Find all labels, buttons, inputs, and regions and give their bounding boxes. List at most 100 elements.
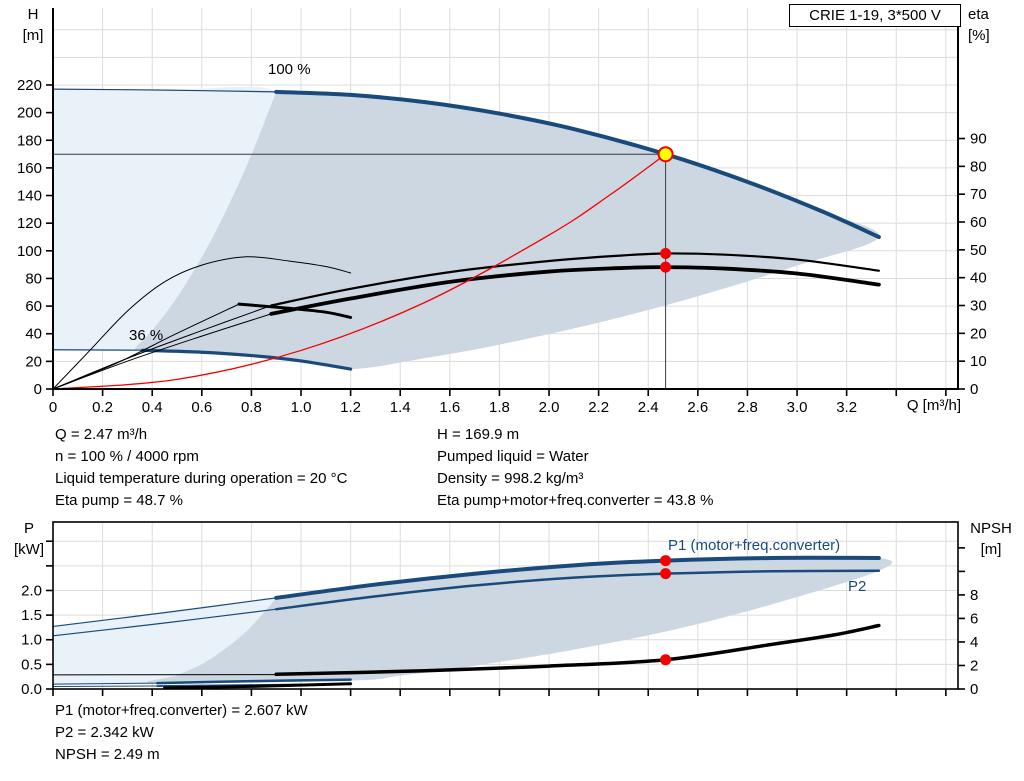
p-axis-title-unit: [kW] xyxy=(14,541,44,558)
duty-point xyxy=(657,146,674,163)
svg-text:70: 70 xyxy=(970,186,987,203)
info-eta-pump: Eta pump = 48.7 % xyxy=(55,492,183,509)
eta-pump-point xyxy=(660,247,672,259)
svg-text:60: 60 xyxy=(25,298,42,315)
svg-text:1.0: 1.0 xyxy=(21,632,42,649)
svg-text:0.4: 0.4 xyxy=(142,399,163,416)
eta-total-curve xyxy=(269,265,881,316)
q-axis-label: Q [m³/h] xyxy=(906,397,961,414)
svg-text:80: 80 xyxy=(25,270,42,287)
info-npsh: NPSH = 2.49 m xyxy=(55,746,160,763)
svg-text:80: 80 xyxy=(970,158,987,175)
svg-text:1.0: 1.0 xyxy=(291,399,312,416)
speed-36-label: 36 % xyxy=(129,327,164,344)
p1-curve xyxy=(274,555,881,600)
svg-text:2.8: 2.8 xyxy=(737,399,758,416)
eta-axis-title: eta [%] xyxy=(968,4,1020,46)
p1-curve-label: P1 (motor+freq.converter) xyxy=(668,537,841,554)
svg-text:180: 180 xyxy=(17,132,42,149)
svg-text:0.8: 0.8 xyxy=(241,399,262,416)
p1-min-ext xyxy=(52,682,158,685)
eta-total-point xyxy=(660,261,672,273)
qh-min xyxy=(140,348,353,371)
p2-point xyxy=(660,568,672,580)
svg-text:20: 20 xyxy=(970,325,987,342)
svg-text:30: 30 xyxy=(970,298,987,315)
info-p2: P2 = 2.342 kW xyxy=(55,724,154,741)
eta-axis-title-symbol: eta xyxy=(968,6,989,23)
svg-text:1.6: 1.6 xyxy=(439,399,460,416)
npsh-axis-title-unit: [m] xyxy=(980,541,1002,558)
info-q: Q = 2.47 m³/h xyxy=(55,426,148,443)
power-info: P1 (motor+freq.converter) = 2.607 kW P2 … xyxy=(55,700,308,766)
svg-text:0.6: 0.6 xyxy=(191,399,212,416)
svg-text:220: 220 xyxy=(17,77,42,94)
svg-text:20: 20 xyxy=(25,353,42,370)
svg-text:3.2: 3.2 xyxy=(836,399,857,416)
svg-text:2.0: 2.0 xyxy=(21,582,42,599)
svg-text:0: 0 xyxy=(49,399,57,416)
eta-axis-title-unit: [%] xyxy=(968,27,990,44)
power-npsh-chart: 0.0 0.5 1.0 1.5 2.0 0 2 4 6 8 xyxy=(21,521,978,698)
eta-min-total-rise xyxy=(52,303,240,390)
svg-text:120: 120 xyxy=(17,215,42,232)
eta-min-arc xyxy=(52,256,352,390)
info-eta-total: Eta pump+motor+freq.converter = 43.8 % xyxy=(437,492,714,509)
qh-100 xyxy=(274,89,881,239)
svg-text:100: 100 xyxy=(17,243,42,260)
svg-text:0: 0 xyxy=(34,381,42,398)
system-curve xyxy=(52,153,667,390)
svg-text:0: 0 xyxy=(970,381,978,398)
svg-text:0.2: 0.2 xyxy=(92,399,113,416)
eta-pump-rise xyxy=(52,305,272,390)
npsh-min xyxy=(163,682,353,690)
svg-text:50: 50 xyxy=(970,242,987,259)
qh-100-ext xyxy=(52,88,277,93)
npsh-axis-title: NPSH [m] xyxy=(962,518,1020,560)
info-pumped-liquid: Pumped liquid = Water xyxy=(437,448,589,465)
svg-text:8: 8 xyxy=(970,587,978,604)
info-h: H = 169.9 m xyxy=(437,426,520,443)
h-axis-title-unit: [m] xyxy=(22,27,44,44)
svg-text:160: 160 xyxy=(17,160,42,177)
svg-text:0: 0 xyxy=(970,681,978,698)
svg-text:2.6: 2.6 xyxy=(687,399,708,416)
info-density: Density = 998.2 kg/m³ xyxy=(437,470,584,487)
p1-ext xyxy=(52,597,277,628)
svg-text:1.2: 1.2 xyxy=(340,399,361,416)
npsh-point xyxy=(660,654,672,666)
p-axis-title: P [kW] xyxy=(8,518,50,560)
p1-min xyxy=(155,678,352,685)
duty-info-left: Q = 2.47 m³/h n = 100 % / 4000 rpm Liqui… xyxy=(55,424,347,512)
svg-text:0.5: 0.5 xyxy=(21,656,42,673)
svg-text:0.0: 0.0 xyxy=(21,681,42,698)
svg-text:2: 2 xyxy=(970,657,978,674)
qh-eta-chart-fill xyxy=(53,86,281,351)
info-p1: P1 (motor+freq.converter) = 2.607 kW xyxy=(55,702,308,719)
svg-text:2.2: 2.2 xyxy=(588,399,609,416)
svg-text:200: 200 xyxy=(17,105,42,122)
duty-info-right: H = 169.9 m Pumped liquid = Water Densit… xyxy=(437,424,713,512)
svg-text:2.4: 2.4 xyxy=(638,399,659,416)
svg-text:4: 4 xyxy=(970,634,978,651)
svg-text:6: 6 xyxy=(970,610,978,627)
svg-text:1.8: 1.8 xyxy=(489,399,510,416)
qh-eta-chart-fill xyxy=(133,91,880,370)
svg-text:40: 40 xyxy=(970,270,987,287)
svg-text:10: 10 xyxy=(970,353,987,370)
svg-text:2.0: 2.0 xyxy=(539,399,560,416)
p2-curve xyxy=(274,569,881,611)
svg-text:1.5: 1.5 xyxy=(21,607,42,624)
svg-text:1.4: 1.4 xyxy=(390,399,411,416)
power-npsh-chart-fill xyxy=(146,556,893,684)
svg-text:40: 40 xyxy=(25,326,42,343)
h-axis-title-symbol: H xyxy=(27,6,39,23)
svg-text:60: 60 xyxy=(970,214,987,231)
h-axis-title: H [m] xyxy=(12,4,54,46)
eta-pump-curve xyxy=(270,252,880,307)
svg-text:90: 90 xyxy=(970,131,987,148)
pump-type-title: CRIE 1-19, 3*500 V xyxy=(789,4,961,27)
qh-eta-chart: 0 0.2 0.4 0.6 0.8 1.0 1.2 1.4 1.6 1.8 2.0 2.2 2.4 2.6… xyxy=(17,8,987,416)
